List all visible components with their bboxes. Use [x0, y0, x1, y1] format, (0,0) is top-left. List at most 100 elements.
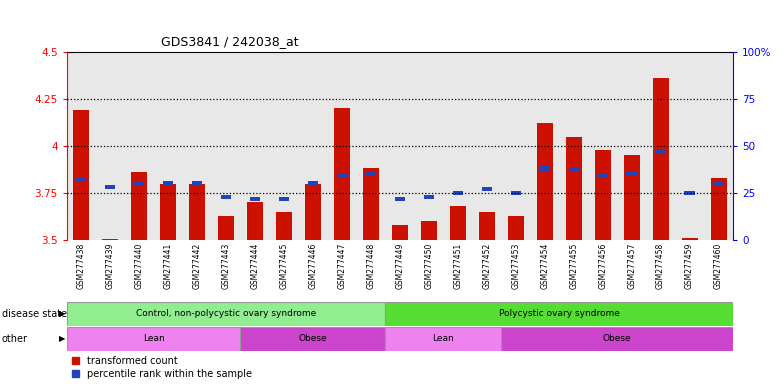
Text: GSM277446: GSM277446	[308, 243, 318, 290]
Bar	[250, 197, 260, 201]
Legend: transformed count, percentile rank within the sample: transformed count, percentile rank withi…	[71, 356, 252, 379]
Bar	[192, 182, 202, 185]
Text: GSM277454: GSM277454	[540, 243, 550, 290]
Text: GSM277448: GSM277448	[366, 243, 376, 289]
Text: GSM277457: GSM277457	[627, 243, 636, 290]
Bar	[67, 302, 386, 326]
Bar	[247, 202, 263, 240]
Text: ▶: ▶	[59, 310, 65, 318]
Text: ▶: ▶	[59, 334, 65, 343]
Text: GSM277460: GSM277460	[714, 243, 723, 290]
Bar	[131, 172, 147, 240]
Bar	[305, 184, 321, 240]
Bar	[481, 187, 492, 191]
Bar	[472, 52, 501, 240]
Bar	[501, 52, 530, 240]
Bar	[652, 78, 669, 240]
Bar	[365, 172, 376, 176]
Text: GSM277455: GSM277455	[569, 243, 578, 290]
Bar	[655, 149, 666, 154]
Bar	[105, 185, 115, 189]
Bar	[279, 197, 289, 201]
Bar	[276, 212, 292, 240]
Bar	[328, 52, 357, 240]
Bar	[96, 52, 125, 240]
Bar	[704, 52, 733, 240]
Text: GSM277449: GSM277449	[395, 243, 405, 290]
Bar	[713, 182, 724, 185]
Text: GSM277443: GSM277443	[222, 243, 230, 290]
Bar	[67, 327, 241, 351]
Text: Control, non-polycystic ovary syndrome: Control, non-polycystic ovary syndrome	[136, 310, 316, 318]
Bar	[626, 172, 637, 176]
Bar	[710, 178, 727, 240]
Bar	[270, 52, 299, 240]
Bar	[163, 182, 173, 185]
Bar	[218, 215, 234, 240]
Bar	[559, 52, 588, 240]
Bar	[386, 327, 501, 351]
Bar	[221, 195, 231, 199]
Text: GSM277442: GSM277442	[193, 243, 201, 289]
Text: GSM277453: GSM277453	[511, 243, 521, 290]
Bar	[508, 215, 524, 240]
Text: GSM277444: GSM277444	[250, 243, 260, 290]
Text: GSM277441: GSM277441	[164, 243, 172, 289]
Bar	[479, 212, 495, 240]
Bar	[501, 327, 733, 351]
Text: GSM277447: GSM277447	[337, 243, 347, 290]
Bar	[530, 52, 559, 240]
Bar	[450, 206, 466, 240]
Bar	[134, 182, 144, 185]
Bar	[595, 150, 611, 240]
Bar	[241, 327, 386, 351]
Bar	[623, 155, 640, 240]
Bar	[617, 52, 646, 240]
Text: Obese: Obese	[299, 334, 327, 343]
Bar	[160, 184, 176, 240]
Bar	[681, 238, 698, 240]
Bar	[67, 52, 96, 240]
Bar	[183, 52, 212, 240]
Bar	[308, 182, 318, 185]
Bar	[423, 195, 434, 199]
Bar	[646, 52, 675, 240]
Text: Lean: Lean	[143, 334, 165, 343]
Bar	[452, 191, 463, 195]
Bar	[392, 225, 408, 240]
Text: Obese: Obese	[603, 334, 631, 343]
Bar	[189, 184, 205, 240]
Bar	[386, 302, 733, 326]
Bar	[125, 52, 154, 240]
Text: GSM277456: GSM277456	[598, 243, 607, 290]
Text: GSM277458: GSM277458	[656, 243, 665, 289]
Bar	[568, 168, 579, 172]
Bar	[510, 191, 521, 195]
Bar	[357, 52, 386, 240]
Bar	[443, 52, 472, 240]
Bar	[212, 52, 241, 240]
Text: Lean: Lean	[433, 334, 454, 343]
Bar	[336, 174, 347, 178]
Bar	[76, 178, 86, 182]
Bar	[537, 123, 553, 240]
Text: GSM277452: GSM277452	[482, 243, 492, 289]
Bar	[73, 110, 89, 240]
Bar	[241, 52, 270, 240]
Bar	[421, 221, 437, 240]
Text: GSM277450: GSM277450	[424, 243, 434, 290]
Bar	[299, 52, 328, 240]
Bar	[394, 197, 405, 201]
Bar	[154, 52, 183, 240]
Bar	[414, 52, 443, 240]
Text: GSM277445: GSM277445	[279, 243, 289, 290]
Text: disease state: disease state	[2, 309, 67, 319]
Text: GSM277440: GSM277440	[135, 243, 143, 290]
Text: other: other	[2, 334, 27, 344]
Bar	[684, 191, 695, 195]
Bar	[597, 174, 608, 178]
Bar	[102, 239, 118, 240]
Bar	[363, 169, 379, 240]
Bar	[386, 52, 414, 240]
Bar	[566, 137, 582, 240]
